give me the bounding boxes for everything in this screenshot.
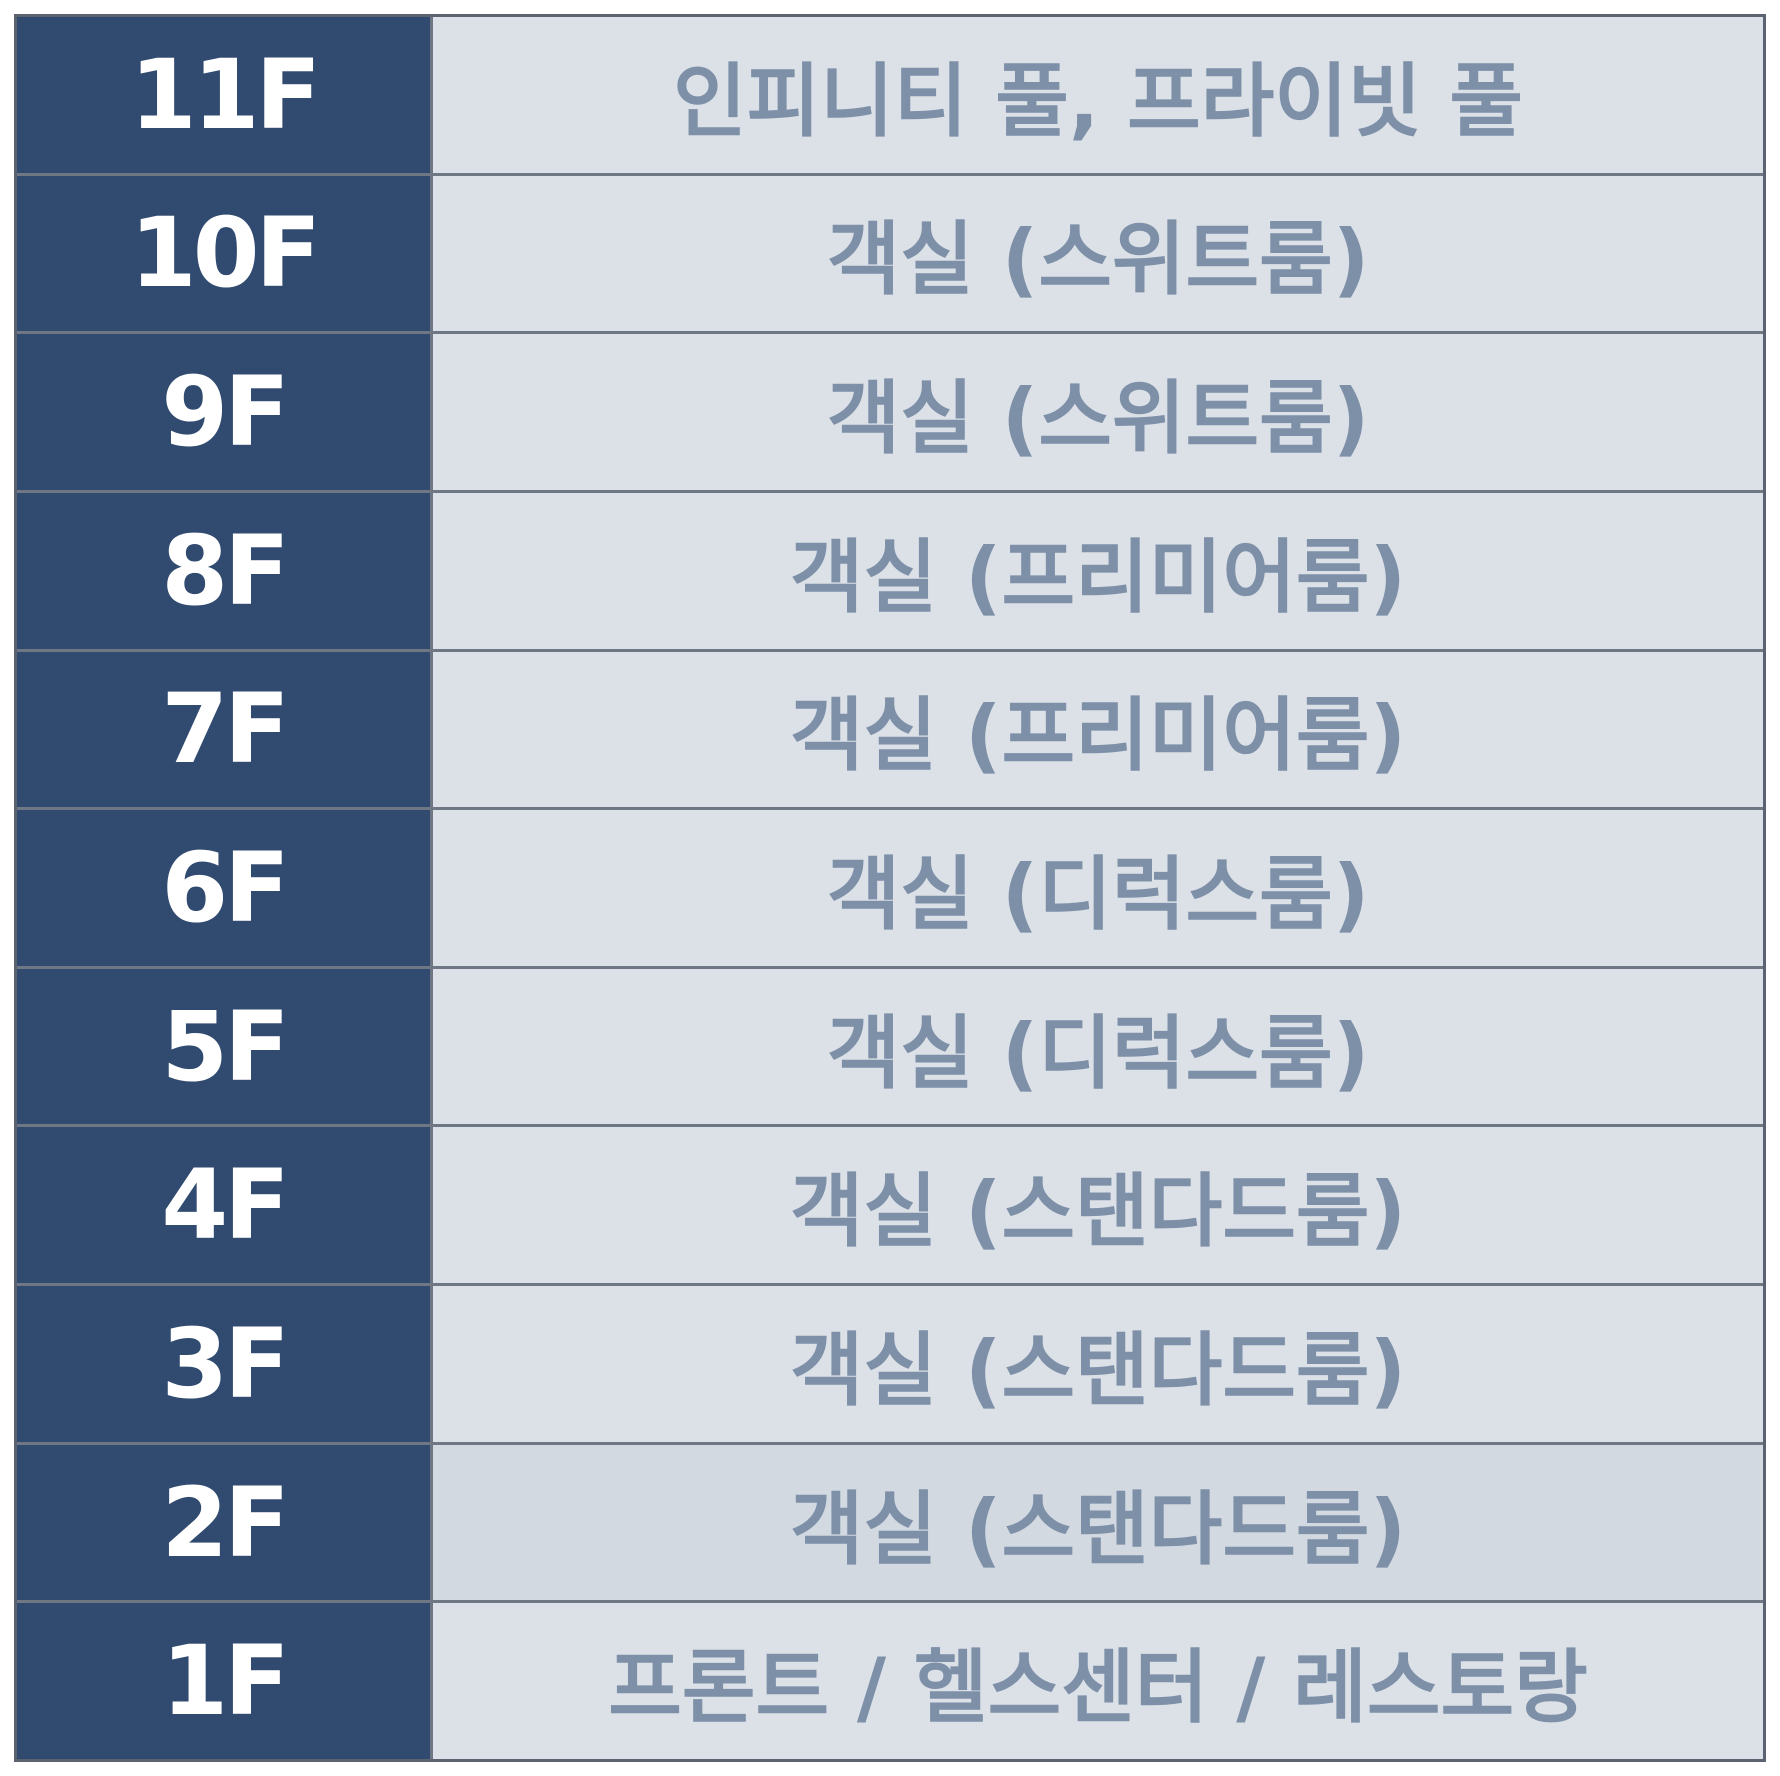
floor-row-1f: 1F 프론트 / 헬스센터 / 레스토랑	[17, 1603, 1763, 1760]
floor-number: 9F	[17, 334, 433, 490]
floor-description: 객실 (스위트룸)	[433, 175, 1763, 332]
floor-number: 7F	[17, 651, 433, 808]
floor-number: 6F	[17, 810, 433, 966]
floor-description: 객실 (스탠다드룸)	[433, 1286, 1763, 1442]
floor-number: 4F	[17, 1127, 433, 1284]
floor-row-9f: 9F 객실 (스위트룸)	[17, 334, 1763, 493]
floor-directory-table: 11F 인피니티 풀, 프라이빗 풀 10F 객실 (스위트룸) 9F 객실 (…	[14, 14, 1766, 1762]
floor-row-7f: 7F 객실 (프리미어룸)	[17, 651, 1763, 811]
floor-row-10f: 10F 객실 (스위트룸)	[17, 175, 1763, 335]
floor-description: 객실 (디럭스룸)	[433, 968, 1763, 1125]
floor-description: 인피니티 풀, 프라이빗 풀	[433, 17, 1763, 173]
floor-description: 객실 (스탠다드룸)	[433, 1444, 1763, 1601]
floor-number: 10F	[17, 175, 433, 332]
floor-number: 1F	[17, 1603, 433, 1760]
floor-row-3f: 3F 객실 (스탠다드룸)	[17, 1286, 1763, 1445]
floor-description: 객실 (프리미어룸)	[433, 492, 1763, 649]
floor-description: 객실 (스탠다드룸)	[433, 1127, 1763, 1284]
floor-row-8f: 8F 객실 (프리미어룸)	[17, 492, 1763, 652]
floor-description: 객실 (디럭스룸)	[433, 810, 1763, 966]
floor-row-2f: 2F 객실 (스탠다드룸)	[17, 1444, 1763, 1604]
floor-row-11f: 11F 인피니티 풀, 프라이빗 풀	[17, 17, 1763, 176]
floor-row-6f: 6F 객실 (디럭스룸)	[17, 810, 1763, 969]
floor-number: 5F	[17, 968, 433, 1125]
floor-description: 객실 (프리미어룸)	[433, 651, 1763, 808]
floor-number: 8F	[17, 492, 433, 649]
floor-description: 프론트 / 헬스센터 / 레스토랑	[433, 1603, 1763, 1760]
floor-number: 3F	[17, 1286, 433, 1442]
floor-number: 11F	[17, 17, 433, 173]
floor-row-4f: 4F 객실 (스탠다드룸)	[17, 1127, 1763, 1287]
floor-row-5f: 5F 객실 (디럭스룸)	[17, 968, 1763, 1128]
floor-description: 객실 (스위트룸)	[433, 334, 1763, 490]
floor-number: 2F	[17, 1444, 433, 1601]
